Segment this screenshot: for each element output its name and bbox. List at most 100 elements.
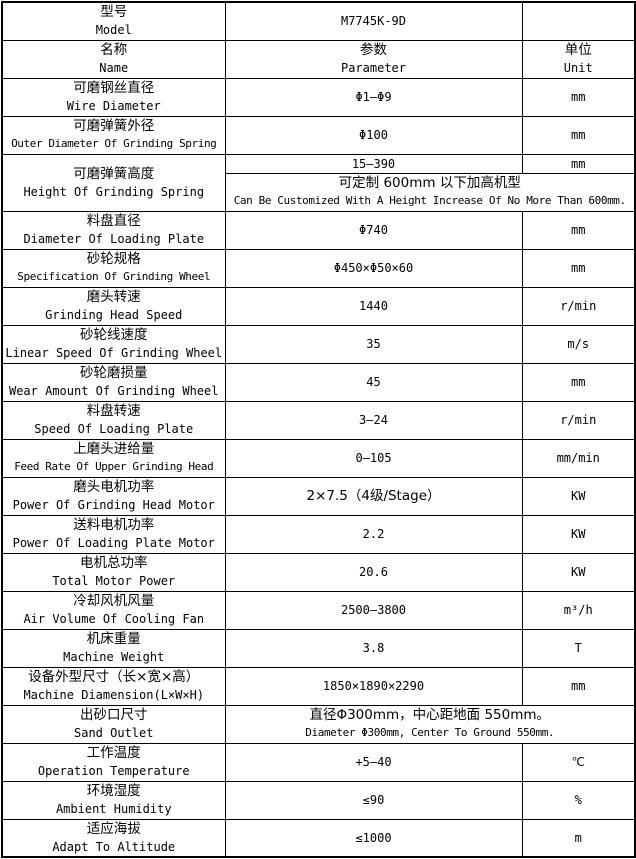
cell-line: mm [571, 156, 586, 171]
param-cell: Φ740 [224, 210, 523, 250]
cell-line: 2.2 [362, 527, 385, 541]
name-cell: 可磨弹簧高度 Height Of Grinding Spring [1, 153, 226, 212]
cell-line: Can Be Customized With A Height Increase… [233, 194, 626, 207]
param-cell: 参数 Parameter [224, 39, 523, 79]
table-row: 磨头转速 Grinding Head Speed 1440 r/min [1, 286, 636, 326]
cell-line: 35 [366, 337, 381, 351]
name-cell: 磨头电机功率 Power Of Grinding Head Motor [1, 476, 226, 516]
cell-line: 1850×1890×2290 [322, 679, 425, 693]
unit-cell: ℃ [521, 742, 636, 782]
table-row: 可定制 600mm 以下加高机型 Can Be Customized With A… [2, 172, 636, 212]
unit-cell: 单位 Unit [521, 39, 636, 79]
param-cell: 2500—3800 [224, 590, 523, 630]
unit-cell: m/s [521, 324, 636, 364]
unit-cell: mm [521, 153, 636, 174]
span-cell: 直径Φ300mm，中心距地面 550mm。 Diameter Φ300mm, Ce… [224, 704, 636, 744]
unit-cell: r/min [521, 400, 636, 440]
cell-line: KW [571, 489, 586, 503]
cell-line: 出砂口尺寸 [80, 707, 148, 723]
table-row: 冷却风机风量 Air Volume Of Cooling Fan 2500—3800… [1, 590, 636, 630]
cell-line: 磨头电机功率 [73, 479, 155, 495]
cell-line: 设备外型尺寸（长×宽×高） [28, 669, 200, 685]
cell-line: 2500—3800 [340, 603, 407, 617]
param-cell: ≤90 [224, 780, 523, 820]
cell-line: ℃ [571, 755, 585, 769]
cell-line: 3.8 [362, 641, 385, 655]
cell-line: 环境湿度 [86, 783, 141, 799]
unit-cell [521, 1, 636, 41]
cell-line: mm [571, 261, 586, 275]
cell-line: 可定制 600mm 以下加高机型 [338, 175, 521, 191]
cell-line: Grinding Head Speed [45, 308, 183, 322]
unit-cell: % [521, 780, 636, 820]
cell-line: Machine Diamension(L×W×H) [23, 688, 205, 702]
unit-cell: KW [521, 514, 636, 554]
cell-line: Power Of Grinding Head Motor [12, 498, 215, 512]
name-cell: 砂轮规格 Specification Of Grinding Wheel [1, 248, 226, 288]
name-cell: 工作温度 Operation Temperature [1, 742, 226, 782]
table-row: 设备外型尺寸（长×宽×高） Machine Diamension(L×W×H) 18… [1, 666, 636, 706]
cell-line: 3—24 [359, 413, 388, 427]
table-row: 料盘直径 Diameter Of Loading Plate Φ740 mm [1, 210, 636, 250]
cell-line: KW [571, 527, 586, 541]
name-cell: 可磨钢丝直径 Wire Diameter [1, 77, 226, 117]
table-row: 名称 Name 参数 Parameter 单位 Unit [1, 39, 636, 79]
param-cell: 1850×1890×2290 [224, 666, 523, 706]
name-cell: 冷却风机风量 Air Volume Of Cooling Fan [1, 590, 226, 630]
cell-line: 2×7.5（4级/Stage） [306, 488, 441, 504]
cell-line: Φ100 [359, 128, 388, 142]
cell-line: 砂轮磨损量 [80, 365, 148, 381]
cell-line: 1440 [359, 299, 388, 313]
unit-cell: m [521, 818, 636, 858]
table-row: 可磨弹簧高度 Height Of Grinding Spring 15—390 mm [1, 153, 636, 212]
cell-line: Φ740 [359, 223, 388, 237]
name-cell: 上磨头进给量 Feed Rate Of Upper Grinding Head [1, 438, 226, 478]
param-cell: 15—390 [224, 153, 523, 174]
cell-line: mm [571, 679, 586, 693]
name-cell: 适应海拔 Adapt To Altitude [1, 818, 226, 858]
param-cell: 2.2 [224, 514, 523, 554]
table-row: 机床重量 Machine Weight 3.8 T [1, 628, 636, 668]
cell-line: mm [571, 223, 586, 237]
cell-line: Sand Outlet [74, 726, 154, 740]
cell-line: Adapt To Altitude [52, 839, 176, 854]
cell-line: Height Of Grinding Spring [23, 184, 205, 199]
cell-line: Operation Temperature [37, 764, 190, 778]
param-cell: 35 [224, 324, 523, 364]
param-cell: 2×7.5（4级/Stage） [224, 476, 523, 516]
cell-line: Air Volume Of Cooling Fan [23, 612, 205, 626]
cell-line: 20.6 [359, 565, 388, 579]
cell-line: m [574, 830, 582, 845]
cell-line: r/min [560, 299, 597, 313]
unit-cell: mm [521, 115, 636, 155]
table-row: 磨头电机功率 Power Of Grinding Head Motor 2×7.5（… [1, 476, 636, 516]
cell-line: 可磨弹簧外径 [73, 118, 155, 134]
table-row: 送料电机功率 Power Of Loading Plate Motor 2.2 KW [1, 514, 636, 554]
cell-line: 可磨钢丝直径 [73, 80, 155, 96]
param-cell: ≤1000 [224, 818, 523, 858]
cell-line: Φ1—Φ9 [355, 90, 392, 104]
name-cell: 砂轮磨损量 Wear Amount Of Grinding Wheel [1, 362, 226, 402]
name-cell: 环境湿度 Ambient Humidity [1, 780, 226, 820]
cell-line: 型号 [100, 4, 128, 21]
cell-line: Parameter [340, 61, 407, 75]
table-row: 电机总功率 Total Motor Power 20.6 KW [1, 552, 636, 592]
unit-cell: m³/h [521, 590, 636, 630]
cell-line: Wire Diameter [66, 99, 161, 113]
unit-cell: mm/min [521, 438, 636, 478]
unit-cell: mm [521, 248, 636, 288]
param-cell: M7745K-9D [224, 1, 523, 41]
param-cell: 0—105 [224, 438, 523, 478]
cell-line: mm [571, 90, 586, 104]
cell-line: Specification Of Grinding Wheel [17, 270, 211, 283]
cell-line: 料盘直径 [86, 213, 141, 229]
param-cell: Φ1—Φ9 [224, 77, 523, 117]
cell-line: Feed Rate Of Upper Grinding Head [14, 460, 214, 473]
name-cell: 型号 Model [1, 1, 226, 41]
unit-cell: T [521, 628, 636, 668]
unit-cell: mm [521, 77, 636, 117]
param-cell: Φ450×Φ50×60 [224, 248, 523, 288]
cell-line: Linear Speed Of Grinding Wheel [5, 346, 223, 360]
